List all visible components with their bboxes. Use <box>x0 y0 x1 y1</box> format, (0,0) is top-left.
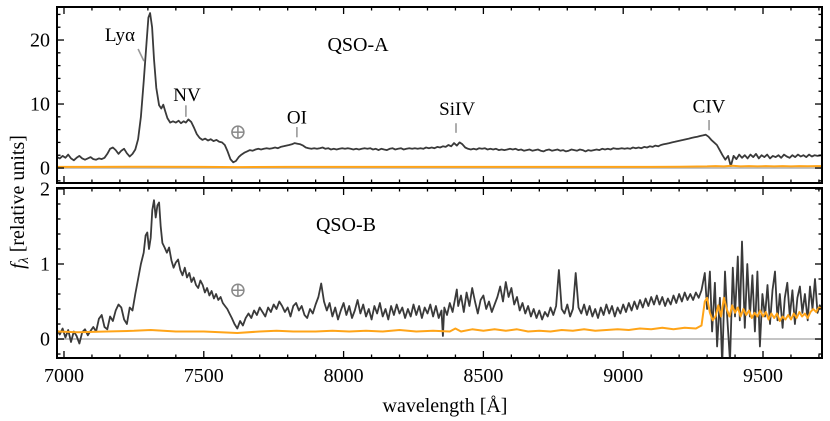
x-tick-label: 7000 <box>44 365 84 387</box>
emission-line-pointer <box>137 48 145 62</box>
emission-line-label: Lyα <box>105 25 135 46</box>
emission-line-label: SiIV <box>439 99 475 120</box>
x-tick-label: 8000 <box>324 365 364 387</box>
y-tick-label: 10 <box>30 94 50 116</box>
error-line-qso-a <box>57 164 822 169</box>
x-tick-label: 7500 <box>184 365 224 387</box>
x-tick-label: 8500 <box>463 365 503 387</box>
spectrum-line-qso-a <box>57 12 822 168</box>
y-tick-label: 1 <box>40 253 50 275</box>
panel-b-title: QSO-B <box>316 214 376 236</box>
error-line-qso-b <box>57 296 822 334</box>
y-tick-label: 20 <box>30 30 50 52</box>
y-axis-label-subscript: λ <box>17 257 32 264</box>
emission-line-label: CIV <box>693 97 726 118</box>
y-tick-label: 0 <box>40 329 50 351</box>
panel-frame-qso-b <box>56 187 823 359</box>
emission-line-label: NV <box>173 85 201 106</box>
emission-line-label: OI <box>287 107 307 128</box>
panel-frame-qso-a <box>56 6 823 184</box>
y-axis-label-units: [relative units] <box>7 135 29 257</box>
y-axis-label: fλ [relative units] <box>7 135 32 269</box>
panel-a-title: QSO-A <box>327 34 389 56</box>
spectrum-line-qso-b <box>57 199 822 358</box>
x-tick-label: 9500 <box>743 365 783 387</box>
y-axis-label-f: f <box>7 261 29 269</box>
y-tick-label: 2 <box>40 178 50 200</box>
x-axis-label: wavelength [Å] <box>383 395 508 417</box>
y-tick-label: 0 <box>40 158 50 180</box>
x-tick-label: 9000 <box>603 365 643 387</box>
